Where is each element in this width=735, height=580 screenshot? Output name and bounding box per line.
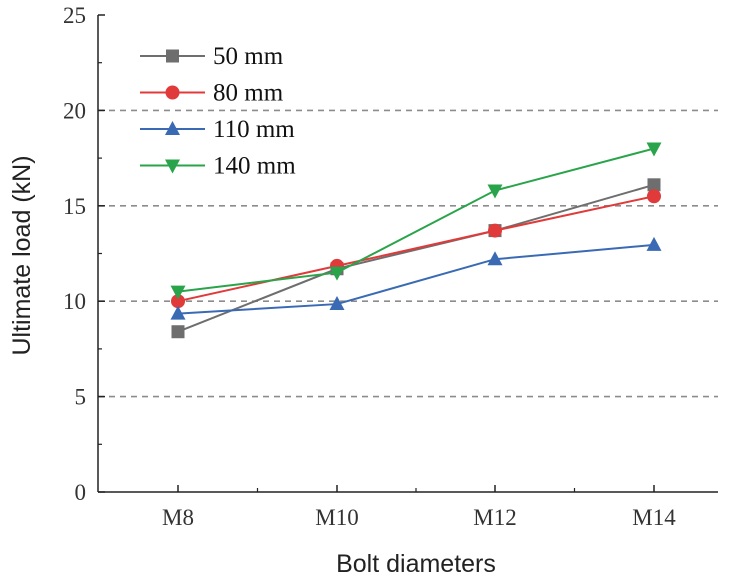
legend-label: 140 mm	[213, 153, 296, 180]
y-tick-label: 10	[63, 289, 86, 314]
y-tick-label: 5	[75, 385, 87, 410]
data-point	[170, 285, 186, 300]
series-50-mm	[171, 178, 661, 339]
x-tick-label: M14	[632, 505, 676, 530]
data-point	[647, 178, 661, 192]
series-110-mm	[170, 236, 662, 320]
x-tick-label: M8	[162, 505, 194, 530]
legend-item: 110 mm	[140, 116, 295, 143]
legend-item: 80 mm	[140, 80, 284, 107]
data-point	[170, 305, 186, 320]
legend-marker	[165, 159, 180, 174]
legend-label: 50 mm	[213, 43, 284, 70]
data-point	[171, 325, 185, 339]
series-line	[177, 195, 655, 303]
legend-label: 110 mm	[213, 116, 295, 143]
data-point	[646, 236, 662, 251]
grid-lines	[98, 109, 718, 398]
x-tick-label: M10	[315, 505, 358, 530]
series-140-mm	[170, 142, 662, 300]
legend-item: 50 mm	[140, 43, 284, 70]
legend-marker	[165, 121, 180, 135]
x-axis-title: Bolt diameters	[336, 550, 496, 578]
x-tick-label: M12	[473, 505, 516, 530]
series-80-mm	[171, 189, 661, 309]
y-tick-label: 20	[63, 98, 86, 123]
y-tick-label: 0	[75, 480, 87, 505]
series-line	[177, 147, 655, 293]
series-layer	[170, 142, 662, 339]
y-tick-label: 25	[63, 3, 86, 28]
data-point	[647, 189, 661, 204]
data-point	[329, 266, 345, 281]
legend-label: 80 mm	[213, 80, 284, 107]
data-point	[171, 294, 185, 309]
legend-marker	[166, 49, 179, 63]
y-tick-label: 15	[63, 194, 86, 219]
data-point	[646, 142, 662, 157]
legend-marker	[165, 85, 180, 100]
y-axis-title: Ultimate load (kN)	[8, 155, 36, 355]
legend: 50 mm 80 mm 110 mm 140 mm	[140, 43, 296, 180]
legend-item: 140 mm	[140, 153, 296, 180]
data-point	[329, 296, 345, 311]
data-point	[488, 223, 502, 238]
data-point	[487, 184, 503, 199]
axes: 0 5 10 15 20 25 M8 M10 M12 M14	[63, 3, 718, 530]
series-line	[177, 243, 655, 315]
data-point	[487, 251, 503, 266]
series-line	[177, 183, 655, 333]
